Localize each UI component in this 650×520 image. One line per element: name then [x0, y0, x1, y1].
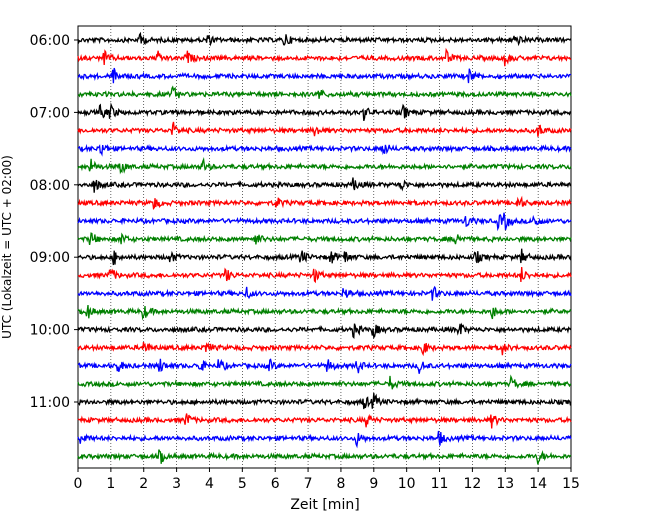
plot-frame: [77, 25, 572, 469]
y-tick-label: 09:00: [30, 250, 70, 266]
trace-row-0: [77, 31, 572, 47]
x-tick-label: 4: [205, 476, 214, 492]
trace-row-13: [77, 266, 572, 284]
x-tick-label: 9: [369, 476, 378, 492]
trace-row-3: [77, 85, 572, 99]
x-tick-label: 15: [562, 476, 580, 492]
trace-row-8: [77, 177, 572, 193]
trace-row-10: [77, 212, 572, 232]
trace-row-7: [77, 157, 572, 175]
trace-row-9: [77, 195, 572, 211]
trace-row-1: [77, 47, 572, 67]
x-tick-label: 3: [172, 476, 181, 492]
trace-row-22: [77, 430, 572, 449]
trace-row-17: [77, 341, 572, 357]
x-tick-label: 1: [106, 476, 115, 492]
x-axis: 0 1 2 3 4 5 6 7 8 9 10 11 12 13 14 15: [74, 468, 580, 492]
x-tick-label: 8: [336, 476, 345, 492]
trace-row-15: [77, 305, 572, 321]
trace-row-21: [77, 413, 572, 429]
trace-row-14: [77, 285, 572, 301]
trace-row-19: [77, 374, 572, 390]
y-tick-label: 06:00: [30, 33, 70, 49]
trace-row-6: [78, 143, 572, 157]
y-axis-label: UTC (Lokalzeit = UTC + 02:00): [0, 155, 14, 339]
x-tick-label: 14: [529, 476, 547, 492]
trace-row-12: [77, 248, 572, 266]
x-tick-label: 0: [74, 476, 83, 492]
trace-row-11: [77, 232, 572, 246]
y-tick-label: 11:00: [30, 395, 70, 411]
trace-row-20: [77, 392, 572, 410]
trace-row-5: [77, 121, 572, 137]
x-axis-label: Zeit [min]: [290, 497, 359, 513]
x-tick-label: 13: [496, 476, 514, 492]
traces: [77, 31, 572, 465]
trace-row-23: [77, 449, 572, 465]
trace-row-18: [77, 358, 572, 374]
x-tick-label: 10: [398, 476, 416, 492]
trace-row-2: [77, 67, 572, 84]
trace-row-16: [77, 322, 572, 339]
x-tick-label: 6: [271, 476, 280, 492]
x-tick-label: 7: [304, 476, 313, 492]
x-tick-label: 5: [238, 476, 247, 492]
y-axis: 06:00 07:00 08:00 09:00 10:00 11:00: [30, 33, 78, 411]
y-tick-label: 07:00: [30, 105, 70, 121]
y-tick-label: 10:00: [30, 323, 70, 339]
x-tick-label: 12: [463, 476, 481, 492]
trace-row-4: [77, 102, 572, 121]
x-tick-label: 11: [431, 476, 449, 492]
y-tick-label: 08:00: [30, 178, 70, 194]
x-tick-label: 2: [139, 476, 148, 492]
